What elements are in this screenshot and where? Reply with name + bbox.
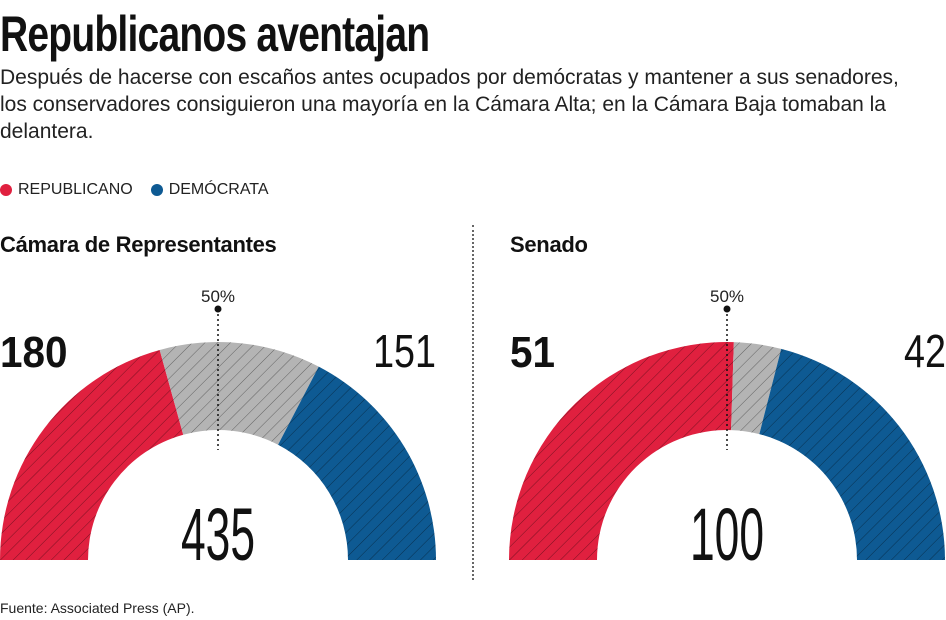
semicircle-chart-1: 50% 51 42 100 xyxy=(509,287,946,576)
chart-title-house: Cámara de Representantes xyxy=(0,232,277,257)
republicano-count: 180 xyxy=(0,327,68,376)
majority-label: 50% xyxy=(710,287,744,306)
segment-hatch-democrata xyxy=(759,348,945,560)
republicano-count: 51 xyxy=(510,327,555,376)
majority-dot xyxy=(214,305,222,313)
segment-hatch-democrata xyxy=(278,366,436,560)
legend: REPUBLICANO DEMÓCRATA xyxy=(0,181,269,199)
legend-item-democrata: DEMÓCRATA xyxy=(150,181,269,199)
legend-label: DEMÓCRATA xyxy=(168,181,269,198)
majority-dot xyxy=(723,305,731,313)
democrata-count: 42 xyxy=(904,325,946,376)
page-title: Republicanos aventajan xyxy=(0,6,430,62)
legend-item-republicano: REPUBLICANO xyxy=(0,181,133,199)
segment-hatch-pendiente xyxy=(731,342,782,435)
legend-swatch-republicano xyxy=(0,184,12,196)
segment-hatch-pendiente xyxy=(159,342,319,445)
chart-title-senate: Senado xyxy=(510,232,588,257)
segment-hatch-republicano xyxy=(0,349,184,560)
total-seats: 435 xyxy=(181,493,255,575)
majority-label: 50% xyxy=(201,287,235,306)
semicircle-chart-0: 50% 180 151 435 xyxy=(0,287,436,576)
total-seats: 100 xyxy=(690,493,764,575)
democrata-count: 151 xyxy=(373,325,436,376)
divider xyxy=(472,225,474,580)
legend-swatch-democrata xyxy=(150,184,163,196)
source-note: Fuente: Associated Press (AP). xyxy=(0,600,195,616)
subtitle: Después de hacerse con escaños antes ocu… xyxy=(0,66,899,143)
segment-hatch-republicano xyxy=(509,342,734,560)
legend-label: REPUBLICANO xyxy=(18,181,133,198)
